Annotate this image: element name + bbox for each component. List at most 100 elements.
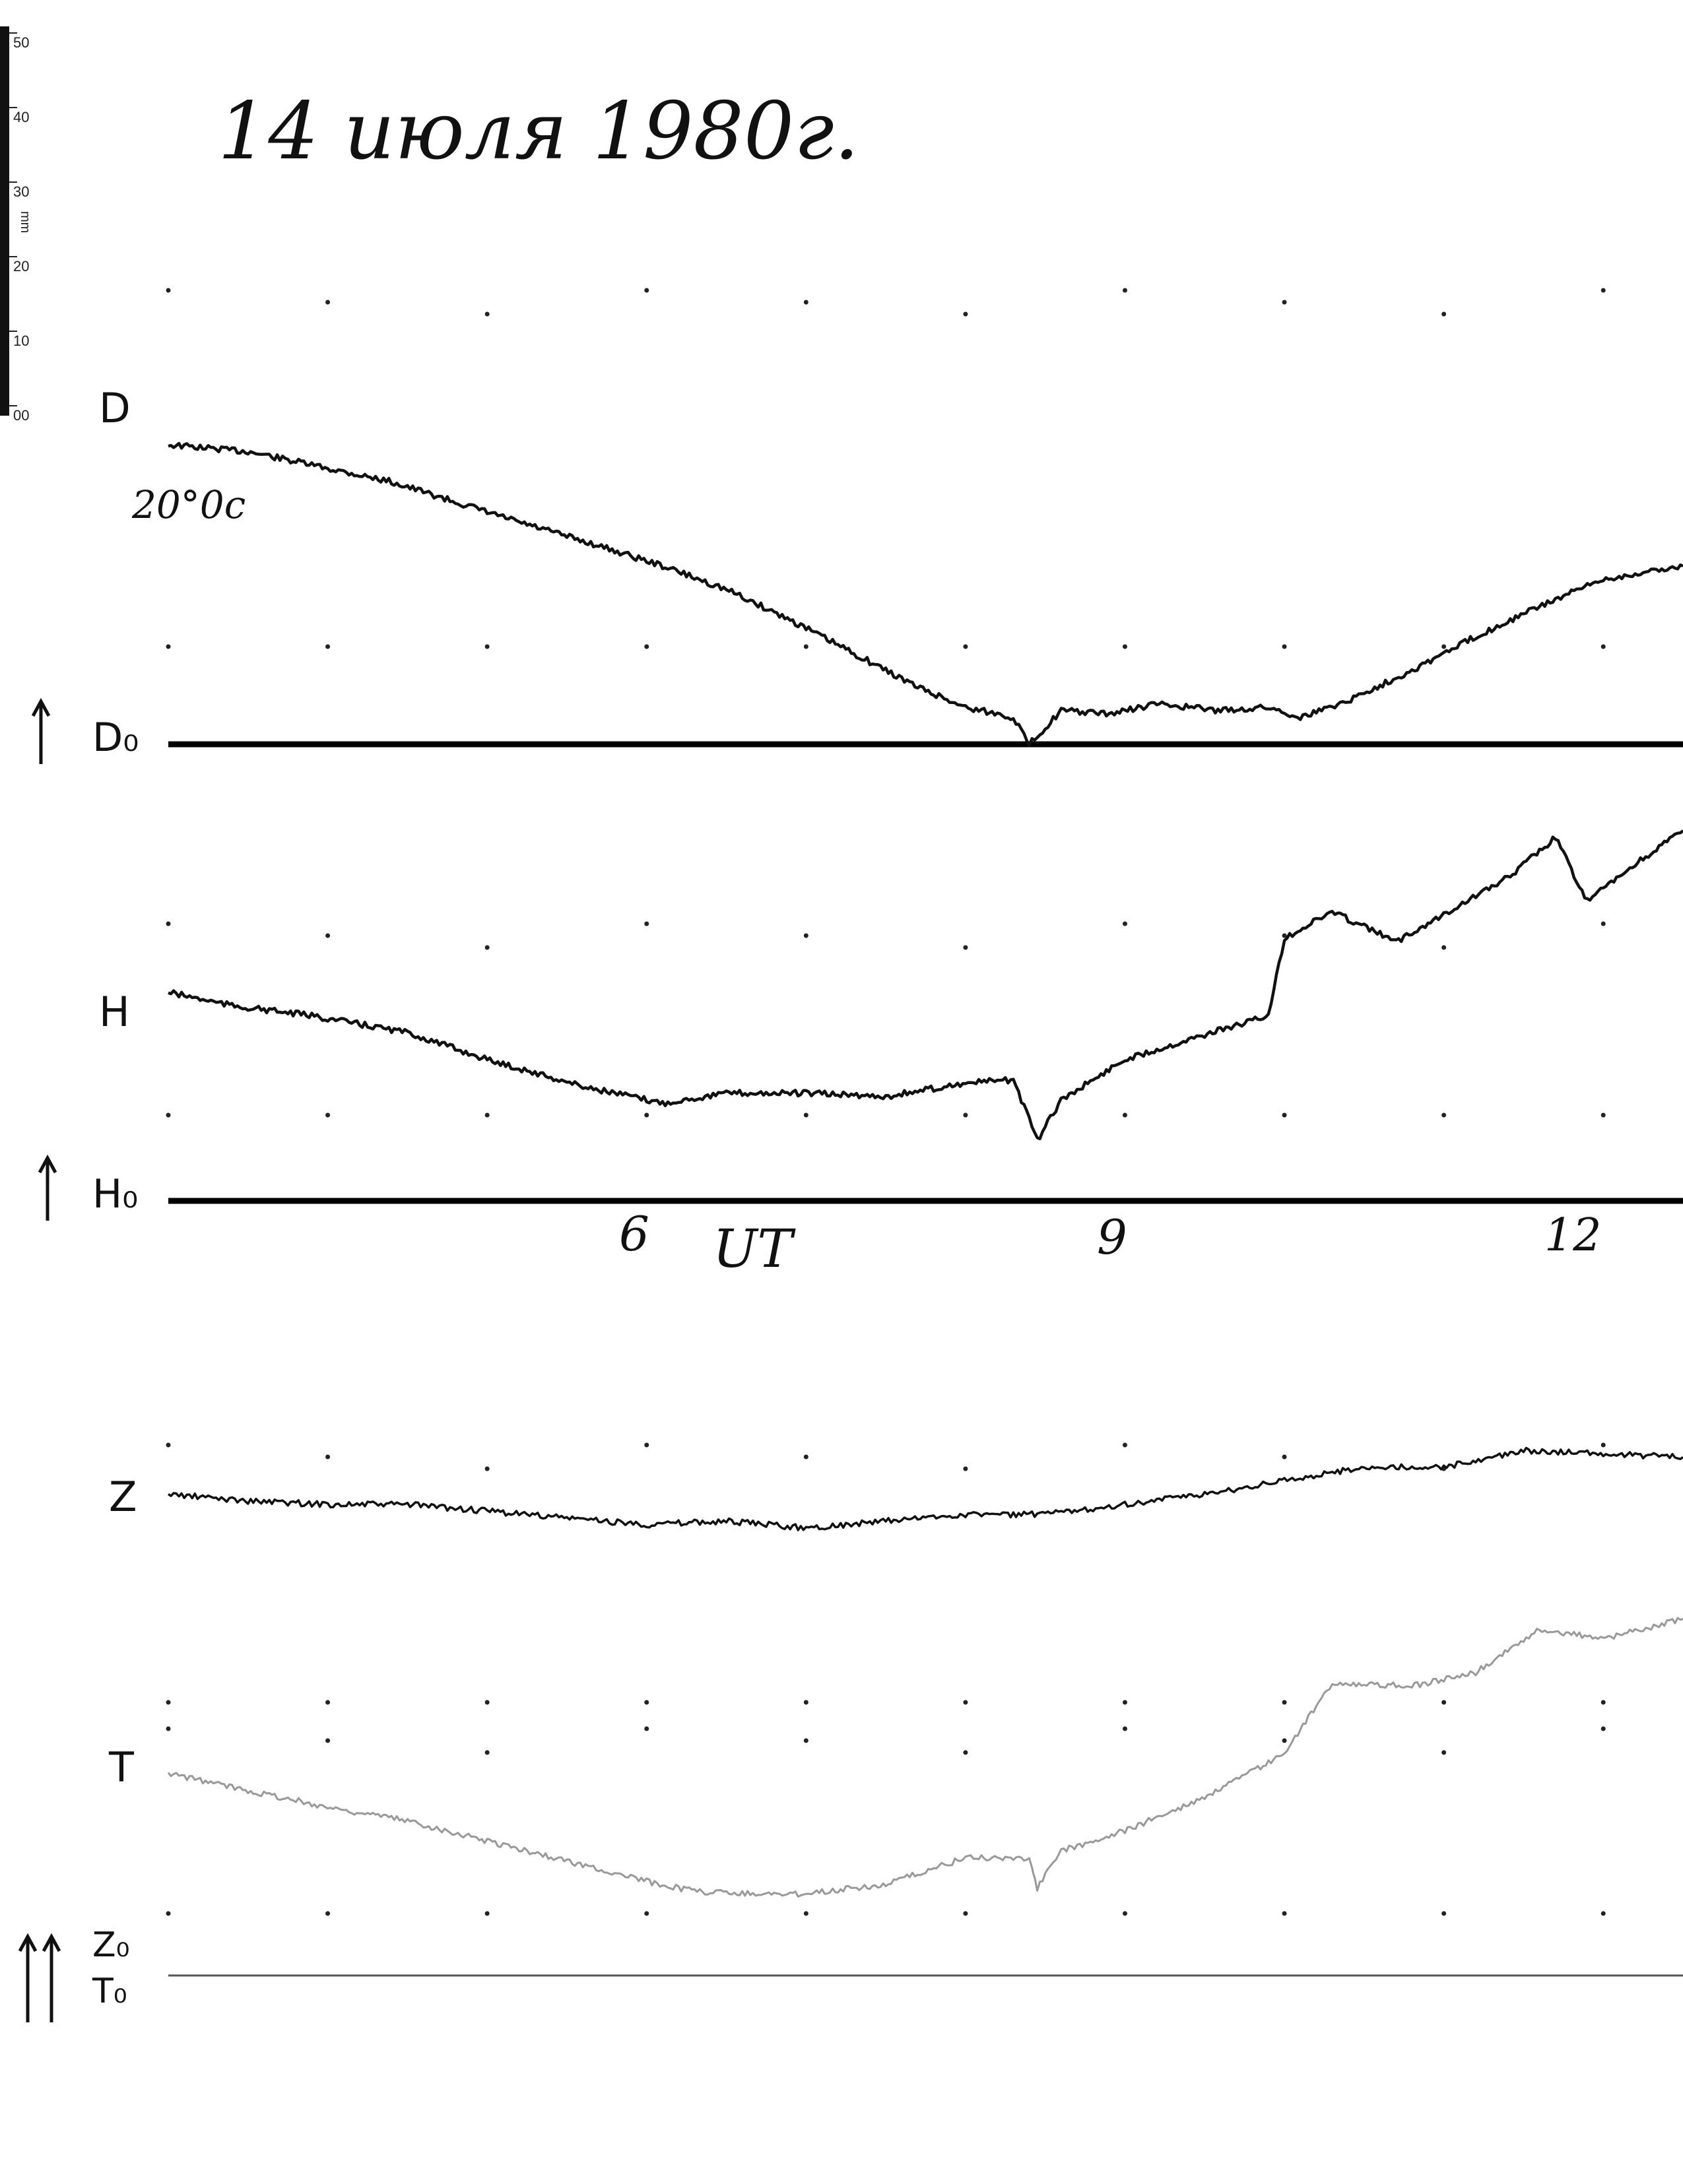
hour-mark xyxy=(644,1442,649,1448)
component-label: T xyxy=(108,1743,135,1791)
hour-mark xyxy=(1282,933,1287,938)
hour-mark xyxy=(484,1750,490,1755)
hour-mark xyxy=(484,945,490,950)
hour-mark xyxy=(325,1700,331,1705)
hour-mark xyxy=(484,311,490,317)
hour-mark xyxy=(325,300,331,305)
hour-mark xyxy=(1122,921,1127,926)
hour-mark xyxy=(166,644,171,649)
hour-mark xyxy=(166,1911,171,1916)
hour-mark xyxy=(1600,1911,1606,1916)
hour-mark xyxy=(1600,1442,1606,1448)
hour-mark xyxy=(484,644,490,649)
component-label: Z xyxy=(109,1473,137,1521)
hour-mark xyxy=(1441,1911,1447,1916)
hour-mark xyxy=(1441,311,1447,317)
hour-mark xyxy=(166,921,171,926)
hour-mark xyxy=(803,933,808,938)
hour-mark xyxy=(1441,1700,1447,1705)
trace-d xyxy=(168,441,1683,748)
panel-h: H H₀ xyxy=(38,829,1683,1221)
hour-mark xyxy=(803,644,808,649)
hour-mark xyxy=(1122,1726,1127,1731)
hour-mark xyxy=(1282,1454,1287,1460)
hour-mark xyxy=(963,1911,968,1916)
hour-mark xyxy=(1600,644,1606,649)
hour-mark xyxy=(803,1700,808,1705)
hour-mark xyxy=(1600,1700,1606,1705)
hour-mark xyxy=(1282,300,1287,305)
hour-mark xyxy=(325,933,331,938)
hour-mark xyxy=(325,1911,331,1916)
time-axis-label: UT xyxy=(713,1218,796,1279)
hour-mark xyxy=(1122,1911,1127,1916)
panel-d: D D₀ xyxy=(31,288,1683,764)
hour-mark xyxy=(1282,1738,1287,1743)
ruler-bar xyxy=(0,26,9,416)
hour-mark xyxy=(644,1700,649,1705)
hour-mark xyxy=(1441,1112,1447,1118)
up-arrow-head-icon xyxy=(31,697,51,717)
trace-z xyxy=(167,1446,1683,1531)
hour-mark xyxy=(1441,644,1447,649)
hour-mark xyxy=(325,1454,331,1460)
trace-h xyxy=(168,829,1683,1141)
mm-ruler: mm 50 40 30 20 10 00 xyxy=(0,26,32,424)
hour-mark xyxy=(484,1112,490,1118)
trace-t xyxy=(167,1617,1683,1898)
time-tick-label: 12 xyxy=(1544,1209,1602,1262)
hour-mark xyxy=(644,1726,649,1731)
hour-mark xyxy=(1122,288,1127,293)
hour-mark xyxy=(1600,1726,1606,1731)
hour-mark xyxy=(963,1112,968,1118)
hour-mark xyxy=(803,1454,808,1460)
panel-t: T T₀ xyxy=(42,1617,1683,2022)
hour-mark xyxy=(644,921,649,926)
hour-mark xyxy=(166,1442,171,1448)
hour-mark xyxy=(803,1112,808,1118)
ruler-tick-label: 20 xyxy=(13,258,29,274)
hour-mark xyxy=(1122,1700,1127,1705)
component-label: D xyxy=(99,384,131,432)
up-arrow-head-icon xyxy=(42,1933,61,1952)
hour-mark xyxy=(963,311,968,317)
scale-label: 20°0с xyxy=(131,482,246,527)
baseline-label: Z₀ xyxy=(92,1925,129,1965)
hour-mark xyxy=(1122,644,1127,649)
ruler-tick-label: 40 xyxy=(13,109,29,125)
hour-mark xyxy=(644,288,649,293)
hour-mark xyxy=(325,644,331,649)
hour-mark xyxy=(1122,1112,1127,1118)
ruler-tick-label: 00 xyxy=(13,407,29,424)
ruler-unit: mm xyxy=(18,211,32,233)
component-label: H xyxy=(99,988,130,1036)
hour-mark xyxy=(803,1911,808,1916)
hour-mark xyxy=(803,300,808,305)
hour-mark xyxy=(644,1112,649,1118)
baseline-label: D₀ xyxy=(92,715,139,761)
hour-mark xyxy=(644,1911,649,1916)
hour-mark xyxy=(1600,1112,1606,1118)
hour-mark xyxy=(166,1700,171,1705)
hour-mark xyxy=(1441,1750,1447,1755)
hour-mark xyxy=(325,1112,331,1118)
ruler-tick-label: 50 xyxy=(13,34,29,51)
ruler-tick-label: 30 xyxy=(13,183,29,200)
baseline-label: H₀ xyxy=(92,1171,138,1217)
ruler-tick-label: 10 xyxy=(13,333,29,349)
hour-mark xyxy=(166,288,171,293)
hour-mark xyxy=(166,1112,171,1118)
time-tick-label: 6 xyxy=(619,1206,649,1262)
hour-mark xyxy=(963,1700,968,1705)
hour-mark xyxy=(963,644,968,649)
hour-mark xyxy=(963,945,968,950)
hour-mark xyxy=(963,1466,968,1471)
time-tick-label: 9 xyxy=(1097,1209,1127,1265)
hour-mark xyxy=(325,1738,331,1743)
panel-z: Z Z₀ xyxy=(18,1442,1683,2022)
baseline-label: T₀ xyxy=(92,1972,127,2011)
up-arrow-head-icon xyxy=(38,1154,57,1174)
hour-mark xyxy=(1282,1700,1287,1705)
up-arrow-head-icon xyxy=(18,1933,38,1952)
